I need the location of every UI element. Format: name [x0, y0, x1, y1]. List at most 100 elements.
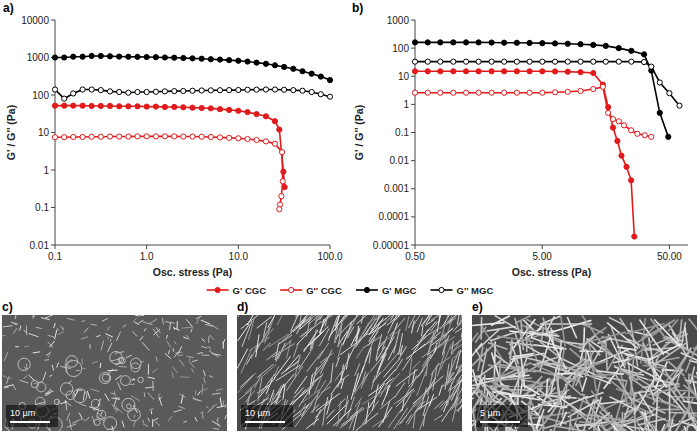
legend-marker: [439, 287, 444, 292]
texture: [444, 378, 452, 387]
texture: [509, 331, 548, 335]
texture: [105, 334, 113, 338]
texture: [174, 341, 176, 344]
texture: [351, 373, 358, 399]
texture: [152, 381, 153, 391]
texture: [429, 339, 448, 354]
texture: [178, 355, 183, 356]
series-line: [415, 71, 634, 236]
data-point: [71, 103, 76, 108]
data-point: [606, 110, 611, 115]
data-point: [412, 69, 417, 74]
texture: [290, 387, 312, 405]
data-point: [540, 41, 545, 46]
texture: [434, 415, 442, 420]
texture: [388, 409, 401, 428]
data-point: [236, 58, 241, 63]
legend-label: G'' CGC: [306, 285, 342, 296]
texture: [396, 395, 408, 407]
texture: [472, 343, 495, 372]
x-tick-label: 0.1: [48, 251, 62, 262]
data-point: [463, 69, 468, 74]
data-point: [126, 134, 131, 139]
legend-marker: [289, 287, 294, 292]
texture: [546, 378, 547, 396]
data-point: [71, 91, 76, 96]
texture: [333, 409, 351, 426]
data-point: [135, 104, 140, 109]
x-tick-label: 10.0: [229, 251, 249, 262]
texture: [478, 346, 483, 370]
data-point: [98, 103, 103, 108]
data-point: [80, 54, 85, 59]
texture: [225, 415, 227, 419]
texture: [639, 392, 654, 416]
texture: [35, 402, 44, 405]
texture: [122, 398, 135, 411]
data-point: [438, 90, 443, 95]
texture: [526, 325, 528, 352]
data-point: [181, 105, 186, 110]
texture: [294, 388, 304, 399]
texture: [139, 315, 144, 316]
data-point: [412, 40, 417, 45]
texture: [177, 346, 181, 355]
data-point: [318, 74, 323, 79]
texture: [49, 375, 52, 377]
texture: [681, 322, 685, 346]
scale-bar-ground: [6, 405, 58, 427]
data-point: [245, 87, 250, 92]
x-tick: [330, 245, 331, 249]
data-point: [245, 59, 250, 64]
data-point: [282, 64, 287, 69]
data-point: [425, 90, 430, 95]
y-axis-title: G' / G'' (Pa): [353, 105, 365, 160]
texture: [132, 379, 136, 381]
texture: [290, 315, 310, 332]
data-point: [272, 87, 277, 92]
texture: [534, 345, 565, 349]
texture: [134, 415, 135, 418]
data-point: [677, 103, 682, 108]
texture: [310, 326, 329, 345]
scale-bar: [245, 421, 285, 423]
data-point: [281, 169, 286, 174]
legend-item: G' CGC: [207, 285, 267, 296]
x-axis-title: Osc. stress (Pa): [512, 266, 591, 278]
y-tick-label: 0.1: [395, 127, 409, 138]
texture: [83, 392, 84, 401]
texture: [180, 376, 190, 377]
data-point: [489, 40, 494, 45]
texture: [205, 324, 213, 326]
texture: [323, 404, 326, 426]
texture: [339, 374, 349, 382]
data-point: [153, 104, 158, 109]
texture: [693, 348, 697, 363]
texture: [13, 328, 17, 334]
y-tick-label: 100: [392, 43, 409, 54]
sem-image-panel: d)10 µm: [237, 296, 479, 431]
texture: [313, 409, 321, 425]
texture: [3, 375, 8, 378]
data-point: [603, 43, 608, 48]
texture: [72, 420, 79, 423]
x-tick: [55, 245, 56, 249]
texture: [592, 361, 608, 366]
texture: [472, 388, 474, 403]
data-point: [272, 119, 277, 124]
texture: [255, 327, 270, 352]
texture: [396, 369, 418, 386]
texture: [118, 382, 121, 390]
texture: [355, 363, 360, 376]
texture: [272, 344, 294, 358]
texture: [54, 399, 59, 404]
data-point: [52, 87, 57, 92]
image-background: [2, 315, 227, 431]
texture: [257, 328, 274, 347]
data-point: [254, 111, 259, 116]
texture: [114, 397, 117, 406]
y-tick-label: 1000: [27, 52, 50, 63]
texture: [453, 335, 462, 351]
texture: [112, 405, 119, 411]
y-tick-label: 0.1: [35, 202, 49, 213]
